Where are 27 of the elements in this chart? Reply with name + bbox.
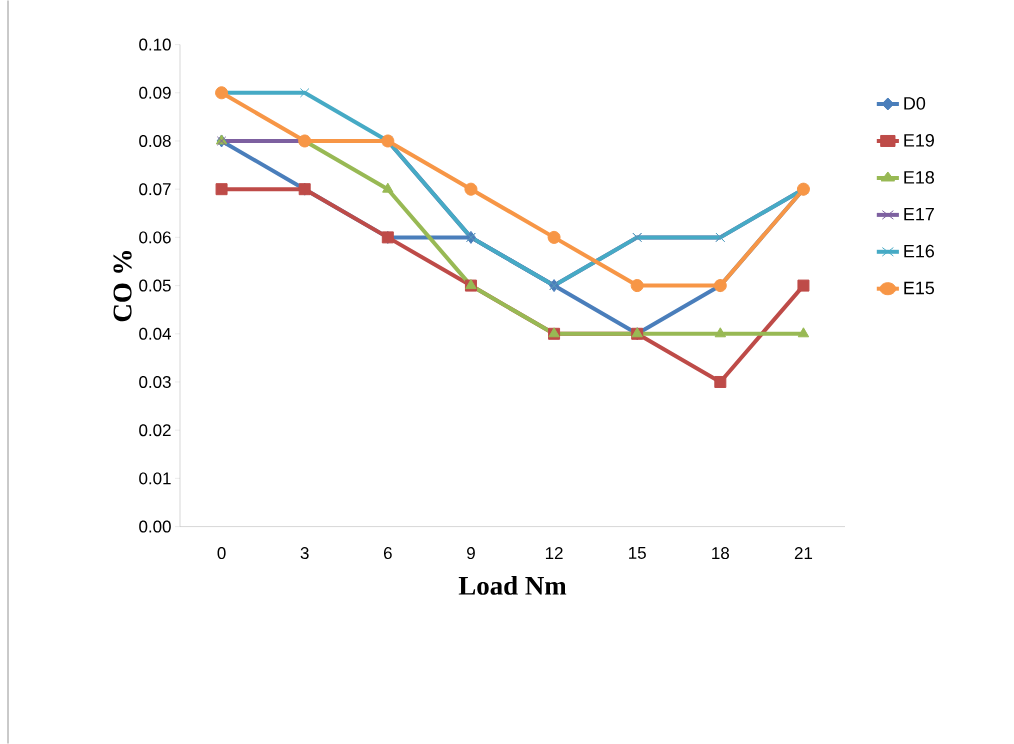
y-tick-label: 0.00 — [139, 520, 171, 533]
x-tick-label: 0 — [217, 547, 226, 560]
y-tick-label: 0.03 — [139, 375, 171, 388]
x-tick-label: 15 — [629, 547, 646, 559]
x-tick-label: 18 — [712, 547, 730, 560]
y-tick-label: 0.10 — [139, 38, 171, 51]
legend-label: E15 — [904, 281, 935, 295]
legend-label: E18 — [904, 170, 935, 184]
legend-label: E17 — [904, 207, 934, 221]
y-tick-label: 0.02 — [139, 424, 171, 437]
y-tick-label: 0.01 — [139, 472, 171, 485]
y-tick-label: 0.05 — [139, 279, 171, 292]
legend-label: E19 — [904, 133, 934, 147]
x-axis-title: Load Nm — [458, 575, 567, 595]
y-tick-label: 0.07 — [139, 183, 171, 196]
x-tick-label: 21 — [794, 547, 813, 559]
y-tick-label: 0.09 — [139, 86, 171, 99]
x-tick-label: 3 — [300, 547, 309, 560]
y-tick-label: 0.08 — [139, 134, 171, 147]
legend-label: D0 — [904, 96, 926, 110]
y-tick-label: 0.06 — [139, 231, 171, 244]
legend-label: E16 — [904, 244, 935, 258]
y-tick-label: 0.04 — [139, 327, 171, 340]
x-tick-label: 12 — [545, 547, 563, 559]
x-tick-label: 9 — [467, 547, 475, 560]
x-tick-label: 6 — [383, 547, 392, 560]
y-axis-title: CO % — [113, 251, 132, 322]
